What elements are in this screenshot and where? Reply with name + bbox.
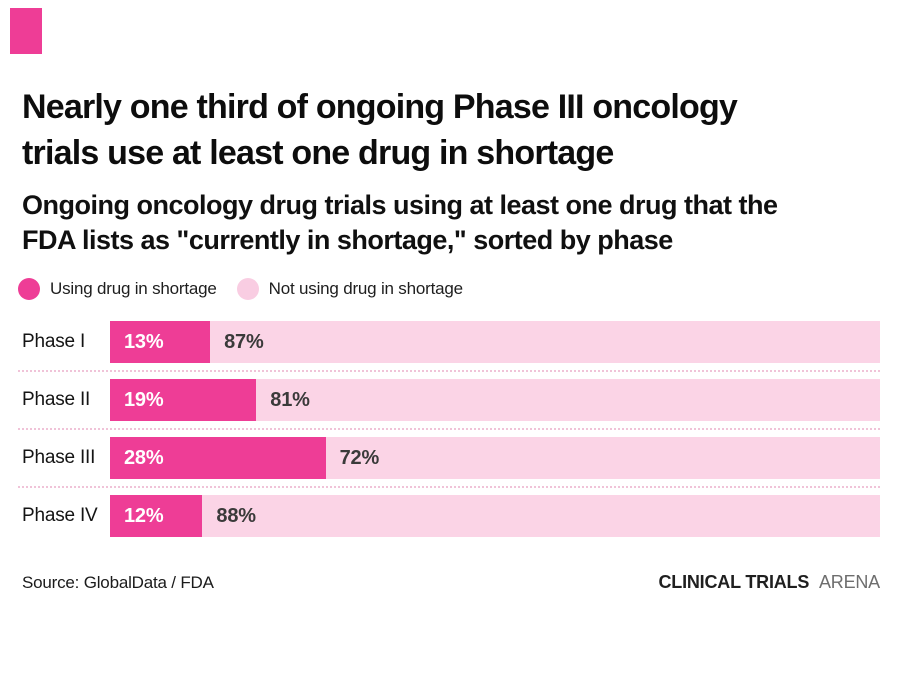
source-note: Source: GlobalData / FDA [22, 573, 214, 592]
publisher-logo-strong: CLINICAL TRIALS [658, 572, 810, 592]
bar-track: 28% 72% [110, 437, 880, 479]
value-label-no-shortage: 81% [270, 388, 310, 411]
category-label: Phase IV [22, 505, 98, 526]
chart-title-line2: trials use at least one drug in shortage [22, 134, 614, 172]
bar-track: 12% 88% [110, 495, 880, 537]
chart-row-phase-i: Phase I 13% 87% [18, 321, 880, 379]
publisher-logo: CLINICAL TRIALS ARENA [658, 572, 880, 593]
publisher-logo-light: ARENA [818, 572, 880, 592]
bar-segment-shortage: 28% [110, 437, 326, 479]
category-label: Phase II [22, 389, 91, 410]
bar-segment-no-shortage: 81% [256, 379, 880, 421]
category-label: Phase I [22, 331, 86, 352]
legend-dot-not-using-icon [236, 278, 259, 300]
value-label-shortage: 28% [124, 446, 164, 469]
value-label-no-shortage: 87% [224, 330, 264, 353]
bar-segment-no-shortage: 72% [326, 437, 880, 479]
chart-subtitle-line1: Ongoing oncology drug trials using at le… [22, 190, 778, 220]
chart-row-phase-ii: Phase II 19% 81% [18, 379, 880, 437]
legend: Using drug in shortage Not using drug in… [18, 278, 463, 300]
chart-row-phase-iii: Phase III 28% 72% [18, 437, 880, 495]
value-label-shortage: 13% [124, 330, 164, 353]
bar-segment-no-shortage: 87% [210, 321, 880, 363]
chart-row-phase-iv: Phase IV 12% 88% [22, 495, 880, 553]
chart-subtitle-line2: FDA lists as "currently in shortage," so… [22, 225, 673, 255]
legend-item-not-using: Not using drug in shortage [236, 278, 463, 300]
bar-segment-shortage: 19% [110, 379, 257, 421]
value-label-no-shortage: 88% [216, 504, 256, 527]
value-label-no-shortage: 72% [339, 446, 380, 469]
footer: Source: GlobalData / FDA CLINICAL TRIALS… [22, 572, 880, 593]
legend-item-using: Using drug in shortage [18, 278, 217, 300]
category-label: Phase III [22, 447, 96, 468]
legend-label-using: Using drug in shortage [50, 279, 217, 298]
bar-segment-no-shortage: 88% [202, 495, 880, 537]
chart-title-line1: Nearly one third of ongoing Phase III on… [22, 88, 738, 126]
value-label-shortage: 12% [124, 504, 164, 527]
chart-subtitle: Ongoing oncology drug trials using at le… [22, 188, 884, 258]
chart-title: Nearly one third of ongoing Phase III on… [22, 84, 884, 176]
legend-label-not-using: Not using drug in shortage [268, 279, 463, 298]
bar-track: 19% 81% [110, 379, 880, 421]
value-label-shortage: 19% [124, 388, 164, 411]
brand-accent-square [10, 8, 42, 54]
bar-track: 13% 87% [110, 321, 880, 363]
bar-segment-shortage: 13% [110, 321, 211, 363]
bar-chart: Phase I 13% 87% Phase II 19% 81% Phase III 28% 7… [18, 321, 880, 553]
bar-segment-shortage: 12% [110, 495, 203, 537]
legend-dot-using-icon [18, 278, 40, 300]
